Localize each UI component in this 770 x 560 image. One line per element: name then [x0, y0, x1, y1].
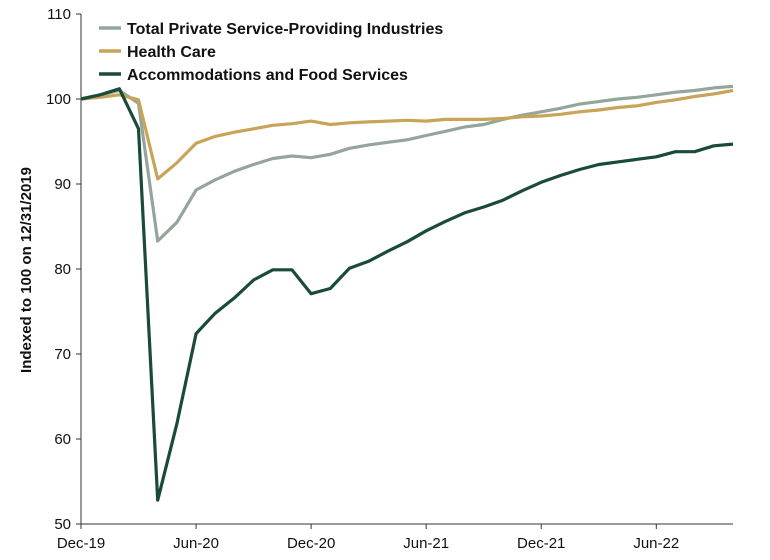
series-line-1 [80, 84, 734, 243]
y-tick-label: 100 [46, 91, 71, 108]
series-line-2 [80, 88, 734, 181]
legend-label: Total Private Service-Providing Industri… [127, 21, 443, 38]
x-tick-label: Jun-20 [173, 535, 219, 552]
y-ticks: 50 60 70 80 90 100 110 [46, 6, 81, 533]
legend-label: Accommodations and Food Services [127, 67, 408, 84]
y-tick-label: 70 [54, 346, 71, 363]
x-tick-label: Jun-22 [633, 535, 679, 552]
x-tick-label: Dec-21 [517, 535, 565, 552]
y-tick-label: 110 [47, 6, 71, 23]
axes [80, 14, 733, 525]
y-tick-label: 80 [54, 261, 71, 278]
y-axis-label: Indexed to 100 on 12/31/2019 [18, 167, 35, 373]
legend: Total Private Service-Providing Industri… [99, 21, 443, 84]
series-lines [80, 84, 734, 502]
legend-label: Health Care [127, 44, 216, 61]
x-tick-label: Dec-20 [287, 535, 335, 552]
x-ticks: Dec-19 Jun-20 Dec-20 Jun-21 Dec-21 Jun-22 [57, 524, 679, 552]
y-tick-label: 50 [54, 516, 71, 533]
x-tick-label: Jun-21 [403, 535, 449, 552]
y-tick-label: 60 [54, 431, 71, 448]
series-line-3 [80, 87, 734, 502]
x-tick-label: Dec-19 [57, 535, 105, 552]
y-tick-label: 90 [54, 176, 71, 193]
